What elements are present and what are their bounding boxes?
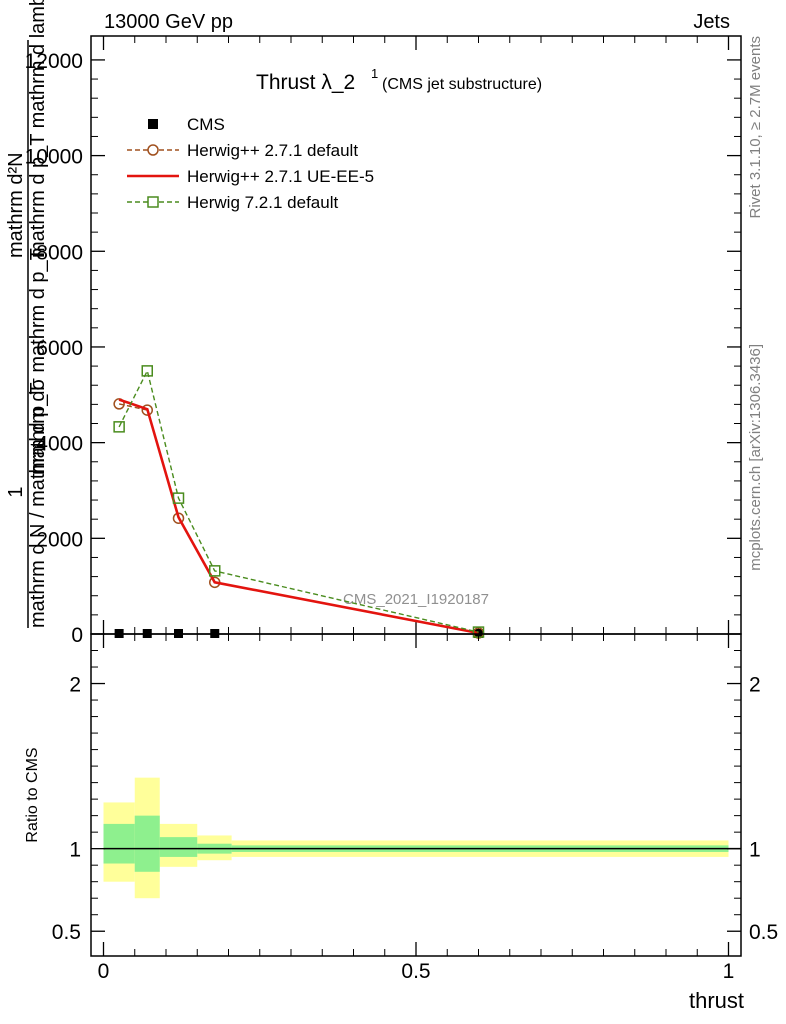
legend-label: Herwig 7.2.1 default bbox=[187, 193, 338, 212]
ratio-xtick-label: 0 bbox=[98, 960, 110, 983]
legend-label: Herwig++ 2.7.1 UE-EE-5 bbox=[187, 167, 374, 186]
x-axis-label: thrust bbox=[689, 988, 744, 1013]
ylabel-one: 1 bbox=[5, 486, 27, 497]
ratio-ytick-label-right: 2 bbox=[749, 674, 761, 697]
ylabel-top-line3: mathrm dσ mathrm d p_T bbox=[27, 248, 49, 475]
ratio-band-inner bbox=[159, 837, 198, 857]
ratio-bands bbox=[103, 777, 729, 899]
main-ytick-label: 4000 bbox=[36, 433, 83, 456]
main-ytick-label: 2000 bbox=[36, 528, 83, 551]
title-sub: (CMS jet substructure) bbox=[382, 76, 542, 93]
ylabel-bottom: mathrm d N / mathrm d p_T bbox=[27, 382, 49, 628]
ratio-ytick-label: 2 bbox=[69, 674, 81, 697]
main-title: Thrust λ_2 1 (CMS jet substructure) bbox=[256, 66, 542, 94]
legend-circle-marker bbox=[147, 144, 159, 156]
main-panel: 0 2000 4000 6000 8000 10000 12000 CMS_2021_I19… bbox=[25, 35, 742, 647]
main-ylabel: mathrm d²N mathrm d p_T mathrm d lambda … bbox=[5, 0, 49, 628]
title-sup: 1 bbox=[371, 66, 378, 81]
herwig-ueee5-line bbox=[118, 398, 479, 635]
ratio-yticks: 0.5 0.5 1 1 2 2 bbox=[52, 650, 778, 944]
herwig271-default-marker bbox=[141, 404, 153, 416]
legend-label: Herwig++ 2.7.1 default bbox=[187, 141, 358, 160]
herwig721-marker bbox=[141, 365, 153, 377]
header-left: 13000 GeV pp bbox=[104, 11, 233, 33]
main-ytick-label: 6000 bbox=[36, 337, 83, 360]
legend-cms-swatch bbox=[148, 119, 158, 129]
legend-square-marker bbox=[147, 196, 159, 208]
herwig721-marker bbox=[172, 492, 185, 504]
ratio-band-inner bbox=[103, 823, 135, 864]
main-yticks: 0 2000 4000 6000 8000 10000 12000 bbox=[25, 50, 741, 647]
ylabel-top-line1: mathrm d²N bbox=[5, 152, 27, 258]
main-xticks bbox=[102, 36, 730, 634]
main-ytick-label: 12000 bbox=[25, 50, 83, 73]
ratio-ytick-label-right: 0.5 bbox=[749, 921, 778, 944]
ratio-ytick-label: 0.5 bbox=[52, 921, 81, 944]
legend-label: CMS bbox=[187, 115, 225, 134]
ratio-panel: 0.5 0.51 12 2 0 0.5 1 Ratio to CMS thrust bbox=[24, 633, 778, 1013]
title-main: Thrust λ_2 bbox=[256, 71, 355, 94]
ratio-xticks: 0 0.5 1 bbox=[98, 634, 735, 983]
herwig271-default-marker bbox=[113, 398, 125, 410]
herwig721-line bbox=[118, 368, 479, 633]
header-right: Jets bbox=[693, 11, 730, 33]
watermark: CMS_2021_I1920187 bbox=[343, 591, 489, 608]
legend: CMS Herwig++ 2.7.1 default Herwig++ 2.7.1 … bbox=[127, 115, 374, 212]
ratio-band-inner bbox=[134, 815, 160, 872]
ratio-ylabel: Ratio to CMS bbox=[24, 747, 41, 842]
ratio-xtick-label: 1 bbox=[723, 960, 735, 983]
herwig721-marker bbox=[209, 565, 221, 577]
ratio-ytick-label-right: 1 bbox=[749, 839, 761, 862]
main-ytick-label: 8000 bbox=[36, 241, 83, 264]
rivet-label: Rivet 3.1.10, ≥ 2.7M events bbox=[747, 36, 764, 219]
mcplots-label: mcplots.cern.ch [arXiv:1306.3436] bbox=[747, 344, 764, 571]
herwig721-marker bbox=[113, 421, 125, 433]
ylabel-top-line2: mathrm d p_T mathrm d lambda bbox=[27, 0, 49, 258]
ratio-xtick-label: 0.5 bbox=[401, 960, 430, 983]
main-ytick-label: 10000 bbox=[25, 146, 83, 169]
ratio-ytick-label: 1 bbox=[69, 839, 81, 862]
ratio-frame bbox=[90, 633, 742, 957]
main-ytick-label: 0 bbox=[71, 624, 83, 647]
